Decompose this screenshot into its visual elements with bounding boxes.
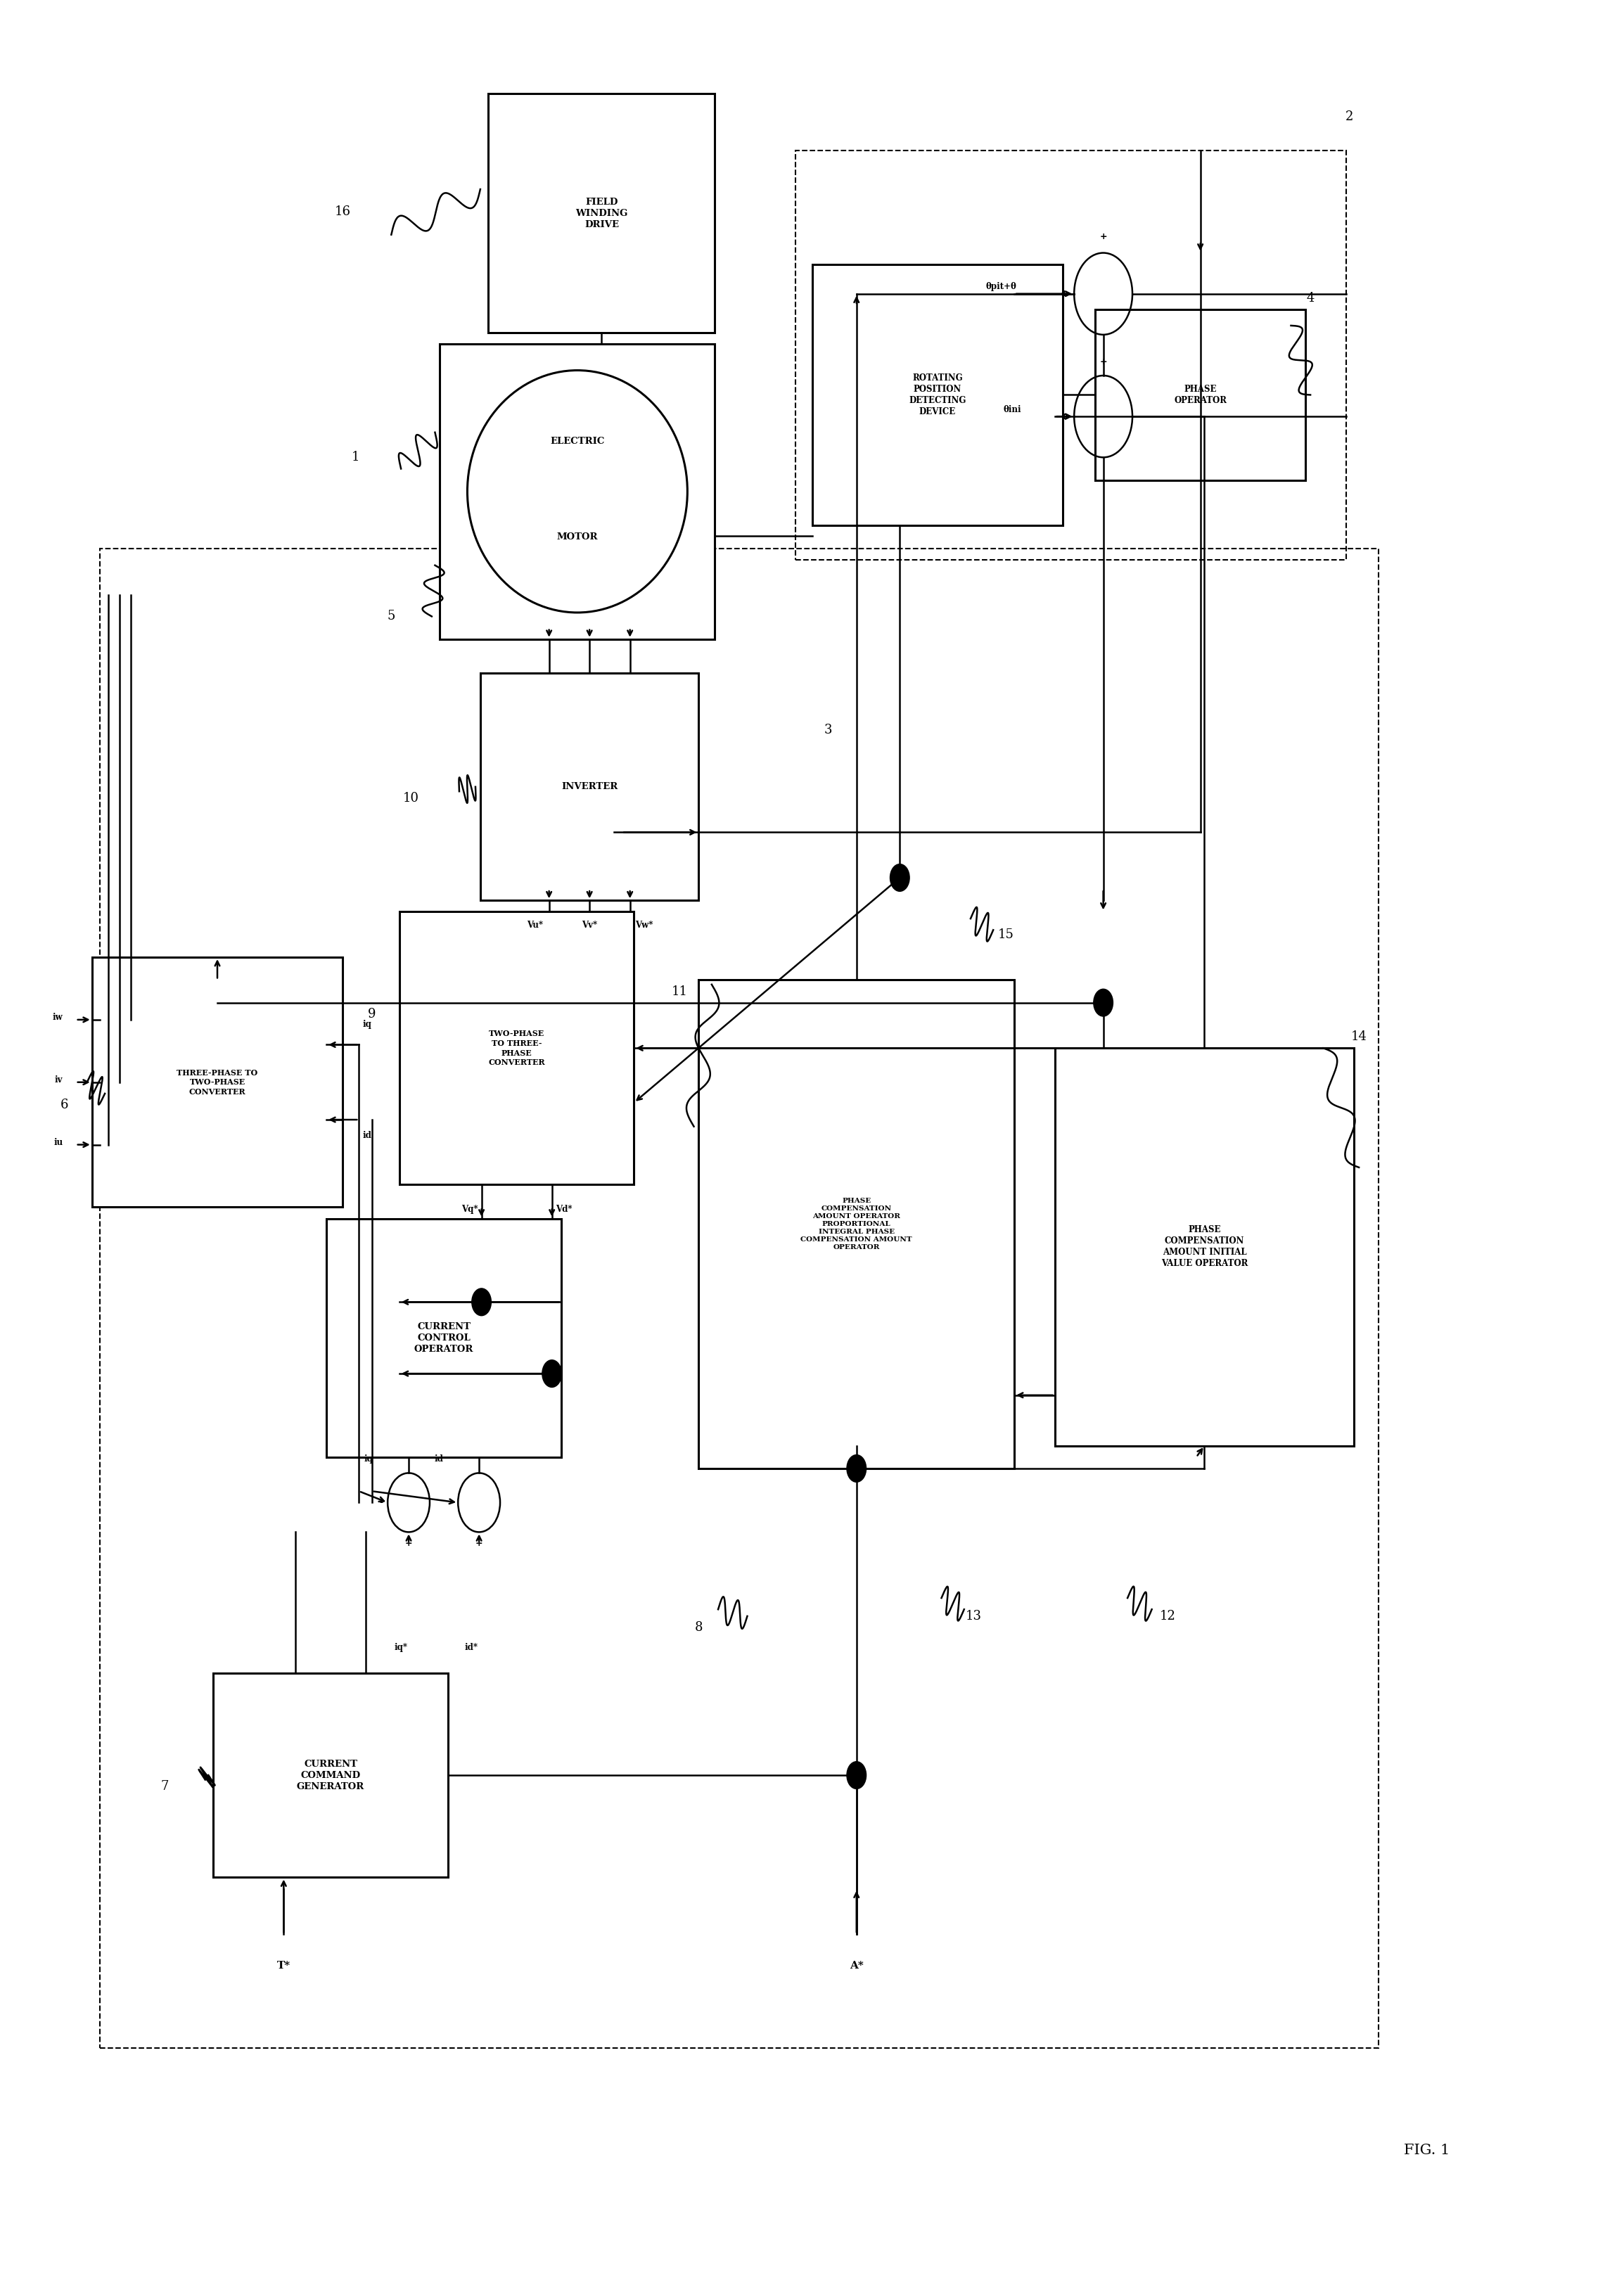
Text: THREE-PHASE TO
TWO-PHASE
CONVERTER: THREE-PHASE TO TWO-PHASE CONVERTER <box>177 1068 258 1096</box>
Text: PHASE
OPERATOR: PHASE OPERATOR <box>1174 385 1226 405</box>
Circle shape <box>542 1360 562 1387</box>
Bar <box>481 674 698 900</box>
Text: iq: iq <box>362 1021 372 1030</box>
Text: +: + <box>1060 412 1067 421</box>
Bar <box>796 150 1346 560</box>
Text: iv: iv <box>55 1075 63 1084</box>
Text: CURRENT
CONTROL
OPERATOR: CURRENT CONTROL OPERATOR <box>414 1321 474 1353</box>
Text: id: id <box>434 1456 443 1465</box>
Text: +: + <box>1099 358 1108 367</box>
Bar <box>326 1219 562 1458</box>
Text: θini: θini <box>1004 405 1021 415</box>
Text: TWO-PHASE
TO THREE-
PHASE
CONVERTER: TWO-PHASE TO THREE- PHASE CONVERTER <box>489 1030 546 1066</box>
Text: 12: 12 <box>1160 1611 1176 1622</box>
Text: 13: 13 <box>966 1611 983 1622</box>
Text: T*: T* <box>278 1961 291 1970</box>
Text: 3: 3 <box>823 724 831 736</box>
Text: Vq*: Vq* <box>461 1205 477 1214</box>
Bar <box>489 93 715 333</box>
Text: Vw*: Vw* <box>635 920 653 929</box>
Text: id: id <box>362 1130 372 1139</box>
Text: PHASE
COMPENSATION
AMOUNT OPERATOR
PROPORTIONAL
INTEGRAL PHASE
COMPENSATION AMOU: PHASE COMPENSATION AMOUNT OPERATOR PROPO… <box>801 1198 913 1251</box>
Text: FIG. 1: FIG. 1 <box>1403 2144 1450 2157</box>
Bar <box>1095 310 1306 481</box>
Text: 16: 16 <box>335 205 351 219</box>
Text: +: + <box>1060 289 1067 298</box>
Text: id*: id* <box>464 1642 477 1652</box>
Circle shape <box>890 863 909 891</box>
Text: θpit+θ: θpit+θ <box>986 282 1017 292</box>
Text: INVERTER: INVERTER <box>562 781 617 790</box>
Text: 2: 2 <box>1345 109 1353 123</box>
Text: iq: iq <box>364 1456 374 1465</box>
Text: 4: 4 <box>1306 292 1314 305</box>
Text: -: - <box>378 1499 383 1508</box>
Bar <box>400 911 633 1185</box>
Text: PHASE
COMPENSATION
AMOUNT INITIAL
VALUE OPERATOR: PHASE COMPENSATION AMOUNT INITIAL VALUE … <box>1161 1226 1247 1269</box>
Text: FIELD
WINDING
DRIVE: FIELD WINDING DRIVE <box>575 198 628 228</box>
Text: Vd*: Vd* <box>555 1205 572 1214</box>
Text: MOTOR: MOTOR <box>557 533 598 542</box>
Bar <box>698 980 1015 1469</box>
Circle shape <box>846 1456 866 1483</box>
Text: -: - <box>450 1499 453 1508</box>
Text: Vv*: Vv* <box>581 920 598 929</box>
Bar <box>812 264 1062 526</box>
Bar <box>101 549 1379 2048</box>
Text: 11: 11 <box>671 984 687 998</box>
Bar <box>93 957 343 1207</box>
Text: 8: 8 <box>695 1622 703 1633</box>
Text: ELECTRIC: ELECTRIC <box>551 437 604 446</box>
Text: iw: iw <box>52 1014 63 1023</box>
Circle shape <box>473 1289 490 1317</box>
Text: +: + <box>476 1540 482 1549</box>
Circle shape <box>846 1761 866 1788</box>
Text: Vu*: Vu* <box>526 920 542 929</box>
Text: 10: 10 <box>403 793 419 804</box>
Text: iu: iu <box>54 1137 63 1146</box>
Text: 6: 6 <box>60 1098 68 1112</box>
Text: ROTATING
POSITION
DETECTING
DEVICE: ROTATING POSITION DETECTING DEVICE <box>909 374 966 417</box>
Text: +: + <box>1099 232 1108 241</box>
Bar <box>440 344 715 640</box>
Text: 5: 5 <box>387 611 395 622</box>
Text: iq*: iq* <box>395 1642 408 1652</box>
Text: A*: A* <box>849 1961 864 1970</box>
Text: +: + <box>404 1540 412 1549</box>
Text: 9: 9 <box>367 1007 375 1021</box>
Text: 15: 15 <box>999 927 1015 941</box>
Bar <box>1054 1048 1354 1447</box>
Text: 14: 14 <box>1351 1030 1367 1043</box>
Circle shape <box>1093 989 1112 1016</box>
Text: CURRENT
COMMAND
GENERATOR: CURRENT COMMAND GENERATOR <box>297 1759 364 1791</box>
Text: 7: 7 <box>161 1779 169 1793</box>
Bar <box>213 1672 448 1877</box>
Text: 1: 1 <box>352 451 361 465</box>
